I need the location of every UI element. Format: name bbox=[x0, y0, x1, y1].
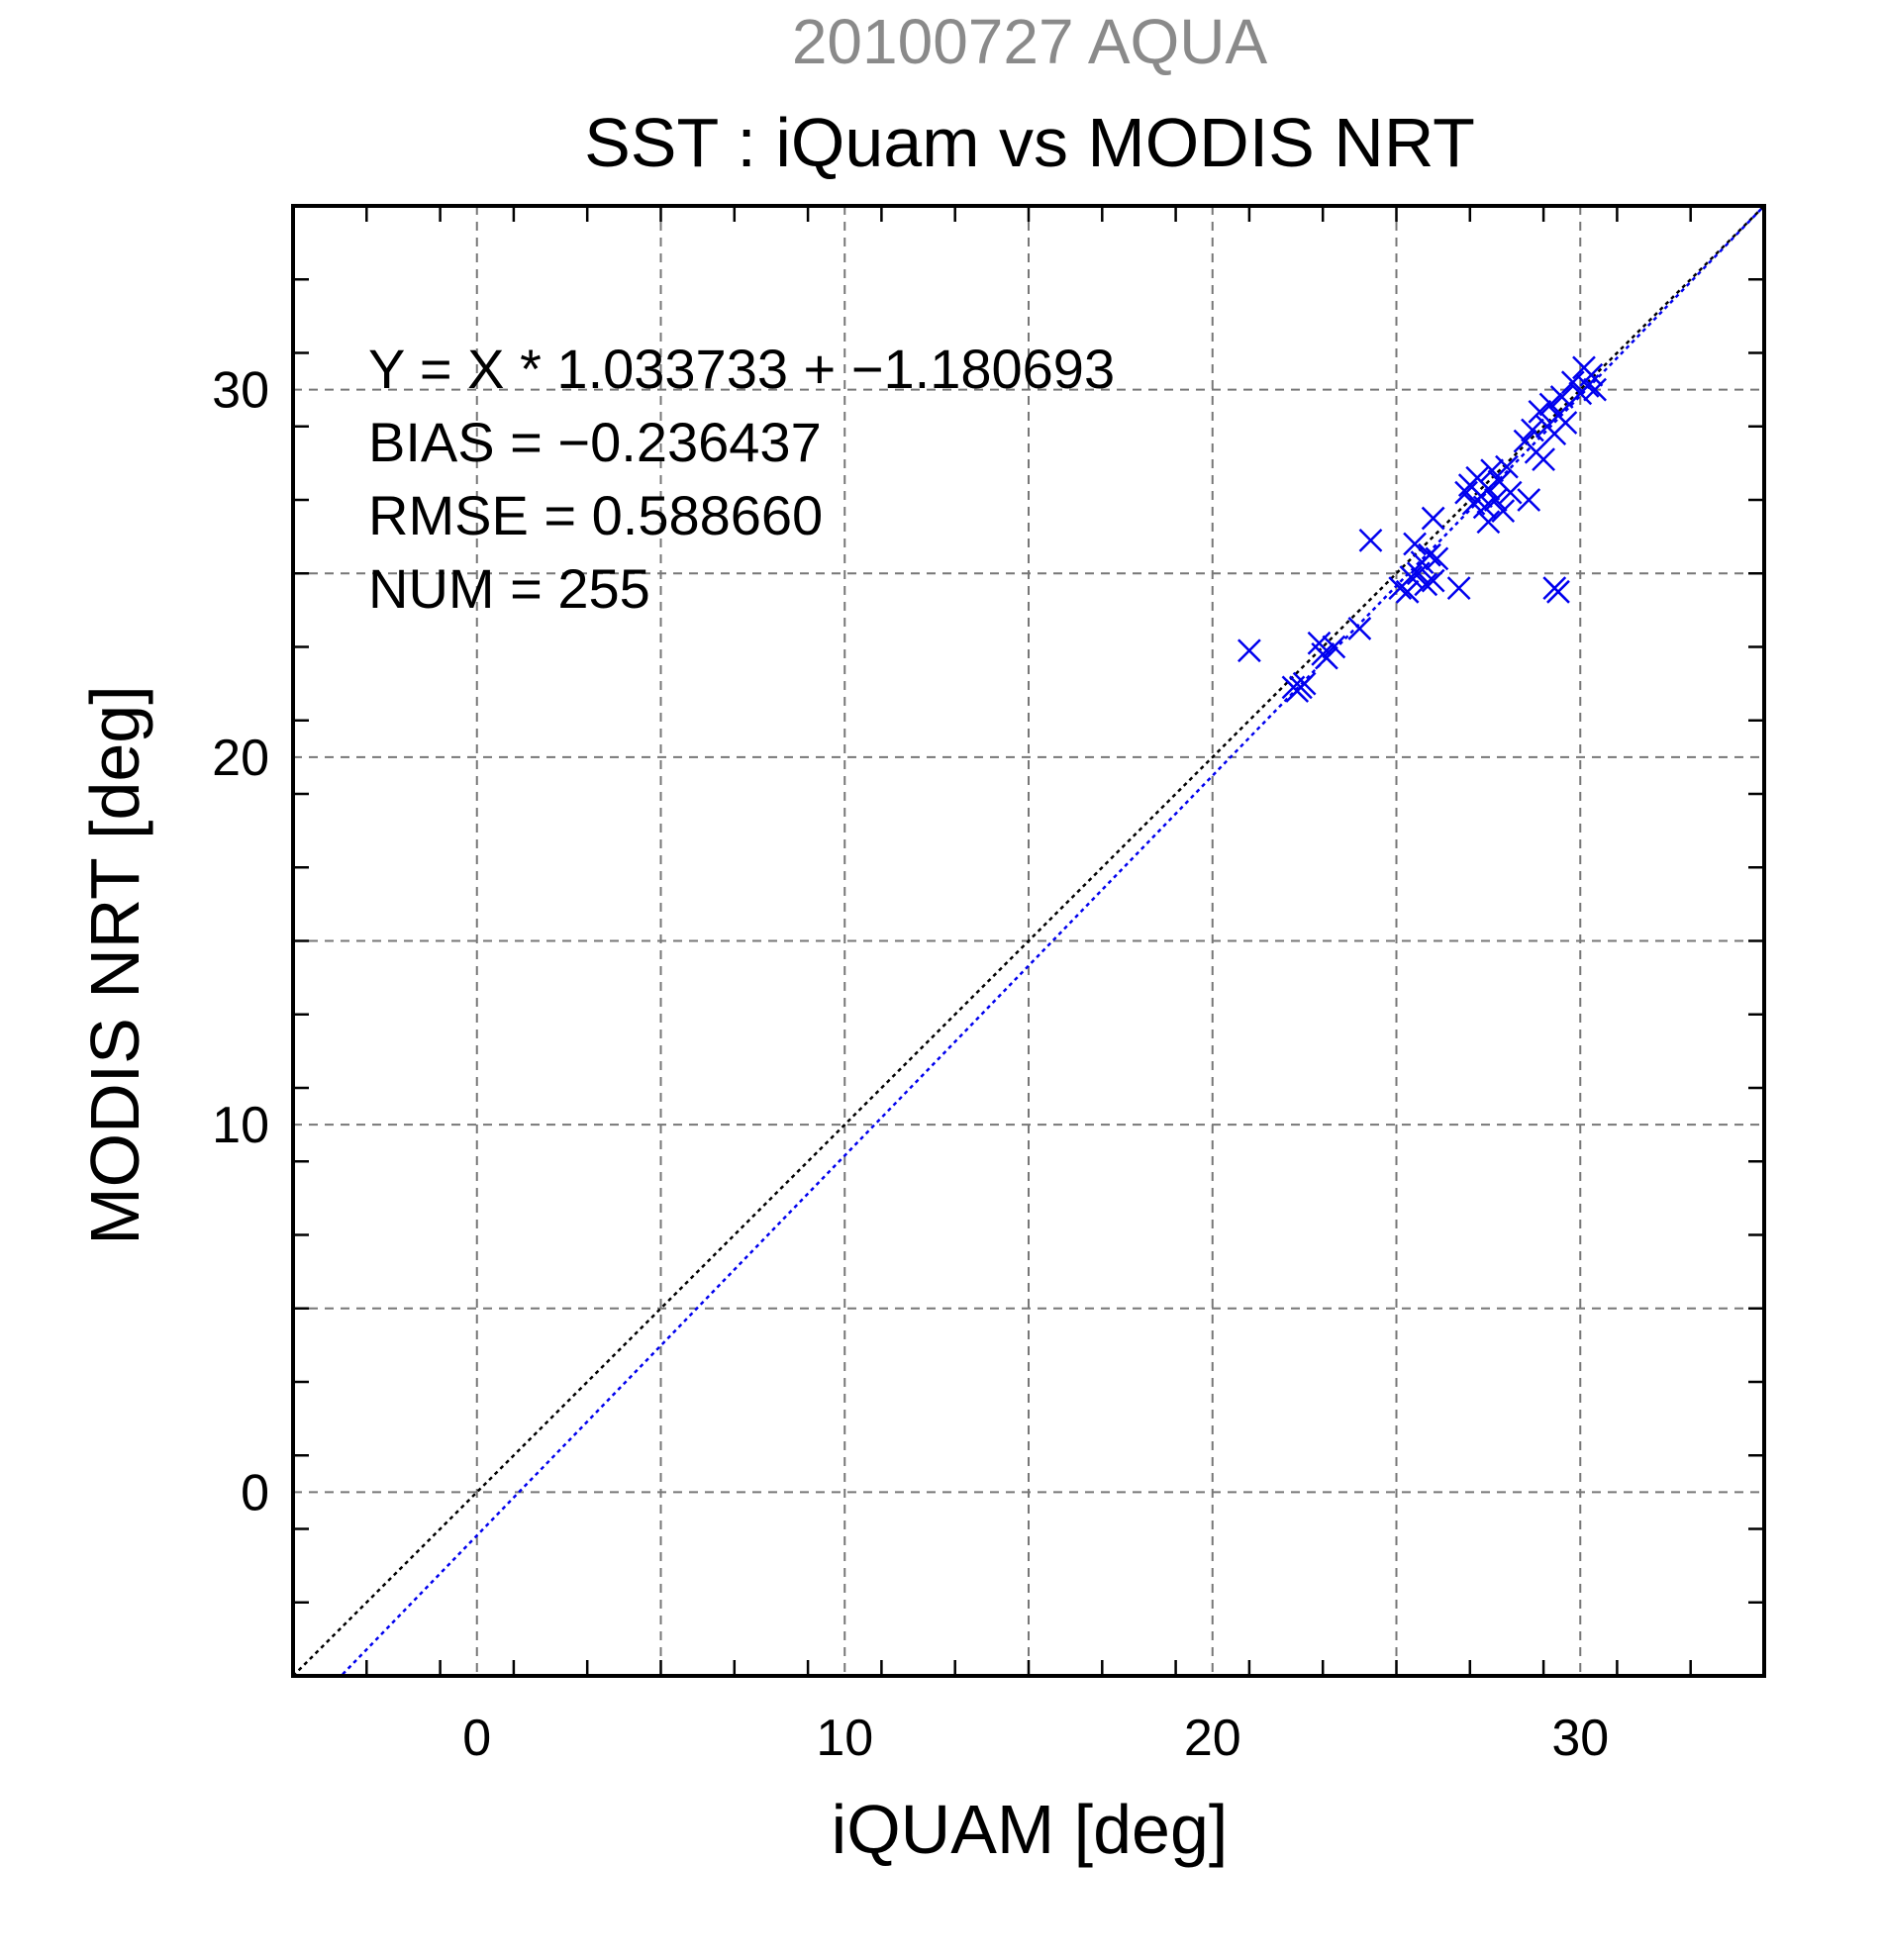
data-point-marker bbox=[1553, 411, 1578, 435]
data-point-marker bbox=[1583, 377, 1607, 402]
data-point-marker bbox=[1560, 370, 1585, 395]
data-point-marker bbox=[1476, 510, 1501, 535]
rmse-value: RMSE = 0.588660 bbox=[368, 484, 823, 546]
data-point-marker bbox=[1238, 638, 1261, 663]
regression-equation: Y = X * 1.033733 + −1.180693 bbox=[368, 338, 1115, 400]
chart-title: SST : iQuam vs MODIS NRT bbox=[584, 104, 1475, 181]
data-point-marker bbox=[1454, 480, 1478, 505]
data-point-marker bbox=[1517, 488, 1541, 512]
x-tick-label: 20 bbox=[1184, 1710, 1241, 1767]
data-point-marker bbox=[1491, 499, 1516, 524]
data-point-marker bbox=[1358, 528, 1383, 552]
data-point-marker bbox=[1521, 418, 1544, 442]
data-points bbox=[1238, 355, 1607, 703]
data-point-marker bbox=[1476, 476, 1501, 501]
data-point-marker bbox=[1480, 458, 1504, 483]
data-point-marker bbox=[1418, 542, 1441, 567]
reference-lines bbox=[293, 206, 1764, 1676]
y-tick-label: 20 bbox=[212, 730, 269, 787]
data-point-marker bbox=[1495, 454, 1519, 479]
x-tick-label: 10 bbox=[816, 1710, 873, 1767]
plot-frame bbox=[291, 204, 1766, 1678]
one-to-one-line bbox=[293, 206, 1764, 1676]
axis-ticks bbox=[293, 206, 1764, 1676]
count-value: NUM = 255 bbox=[368, 557, 650, 620]
data-point-marker bbox=[1546, 579, 1570, 604]
data-point-marker bbox=[1399, 565, 1424, 589]
y-axis-label: MODIS NRT [deg] bbox=[76, 685, 153, 1244]
data-point-marker bbox=[1532, 447, 1555, 472]
y-tick-label: 0 bbox=[241, 1464, 269, 1521]
data-point-marker bbox=[1549, 385, 1574, 409]
data-point-marker bbox=[1292, 671, 1317, 696]
chart-super-title: 20100727 AQUA bbox=[792, 6, 1268, 77]
data-point-marker bbox=[1579, 362, 1604, 387]
data-point-marker bbox=[1322, 635, 1346, 659]
data-point-marker bbox=[1421, 506, 1445, 531]
bias-value: BIAS = −0.236437 bbox=[368, 411, 822, 473]
data-point-marker bbox=[1395, 579, 1420, 604]
stats-annotation: Y = X * 1.033733 + −1.180693 BIAS = −0.2… bbox=[368, 338, 1115, 620]
y-tick-label: 30 bbox=[212, 362, 269, 420]
x-tick-label: 30 bbox=[1551, 1710, 1609, 1767]
data-point-marker bbox=[1315, 645, 1338, 670]
tick-labels: 0 10 20 30 0 10 20 30 bbox=[212, 362, 1609, 1767]
data-point-marker bbox=[1498, 480, 1523, 505]
x-tick-label: 0 bbox=[462, 1710, 491, 1767]
data-point-marker bbox=[1347, 617, 1372, 640]
data-point-marker bbox=[1528, 400, 1552, 424]
grid-lines bbox=[293, 206, 1764, 1676]
data-point-marker bbox=[1414, 572, 1438, 597]
data-point-marker bbox=[1483, 488, 1508, 512]
data-point-marker bbox=[1472, 495, 1497, 520]
data-point-marker bbox=[1446, 576, 1471, 600]
data-point-marker bbox=[1425, 546, 1449, 571]
data-point-marker bbox=[1403, 532, 1427, 556]
data-point-marker bbox=[1421, 568, 1445, 593]
x-axis-label: iQUAM [deg] bbox=[832, 1791, 1229, 1868]
y-tick-label: 10 bbox=[212, 1097, 269, 1154]
data-point-marker bbox=[1538, 392, 1563, 417]
